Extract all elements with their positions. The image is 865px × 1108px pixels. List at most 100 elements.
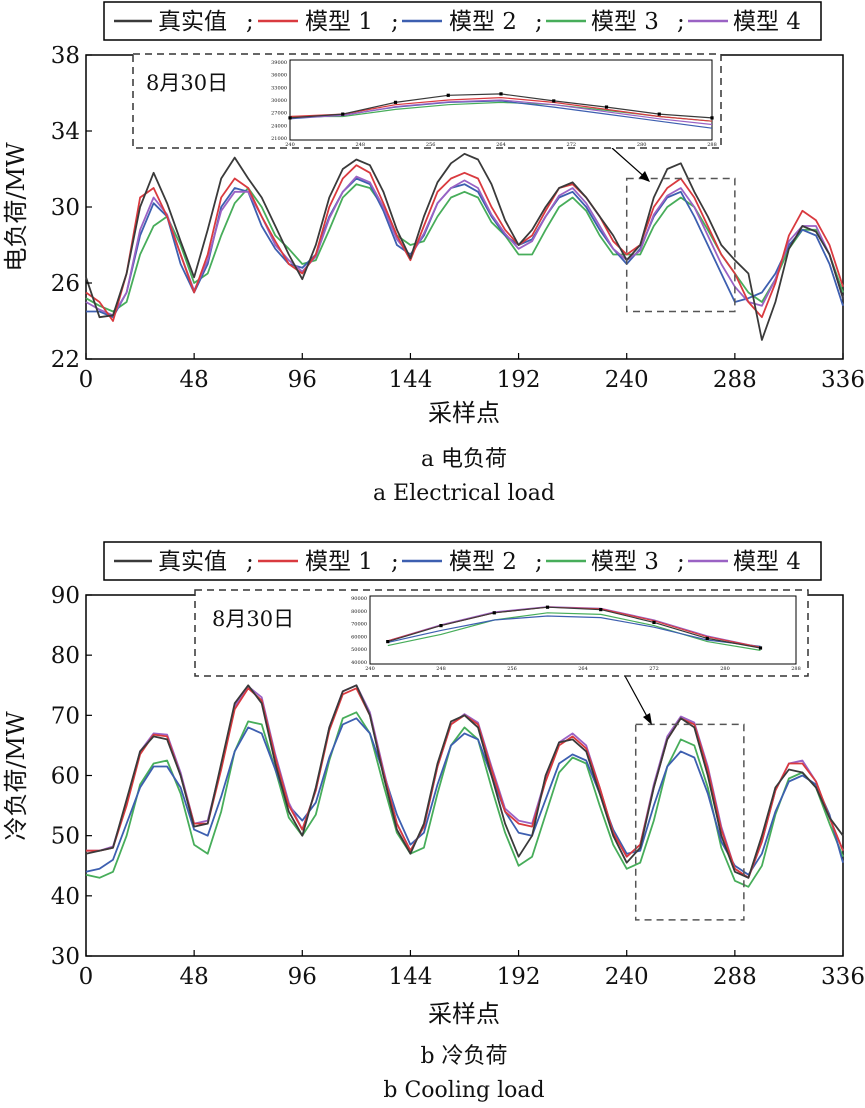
inset-marker-actual bbox=[599, 608, 603, 612]
series-line-model1 bbox=[85, 164, 844, 322]
inset-marker-actual bbox=[288, 116, 292, 120]
y-tick-label: 26 bbox=[51, 271, 80, 297]
inset-x-tick-label: 256 bbox=[426, 142, 436, 148]
x-tick-label: 240 bbox=[605, 964, 649, 990]
inset-ticks-b: 240 248 256 264 272 280 288 90000 80000 70000 6000… bbox=[351, 596, 801, 672]
legend-sep: ; bbox=[535, 549, 543, 575]
inset-marker-actual bbox=[492, 611, 496, 615]
inset-a: 8月30日 240 248 256 264 272 280 288 39000 36000 330… bbox=[132, 53, 722, 149]
zoom-arrow-b bbox=[624, 675, 651, 723]
y-tick-label: 60 bbox=[51, 764, 80, 790]
caption-en-b: b Cooling load bbox=[383, 1078, 544, 1103]
inset-y-tick-label: 30000 bbox=[271, 98, 287, 104]
inset-plot-frame bbox=[369, 595, 797, 665]
inset-y-tick-label: 50000 bbox=[351, 647, 367, 653]
x-tick-label: 144 bbox=[388, 367, 432, 393]
x-tick-label: 96 bbox=[288, 367, 317, 393]
y-tick-label: 34 bbox=[51, 119, 80, 145]
y-tick-label: 50 bbox=[51, 824, 80, 850]
inset-series-a bbox=[288, 92, 714, 129]
inset-x-tick-label: 256 bbox=[507, 666, 517, 672]
inset-marker-actual bbox=[439, 624, 443, 628]
inset-y-tick-label: 21000 bbox=[271, 136, 287, 142]
series-group-a bbox=[85, 152, 844, 341]
inset-series-line-actual bbox=[387, 606, 761, 649]
y-tick-label: 22 bbox=[51, 347, 80, 373]
legend-label-actual: 真实值 bbox=[158, 549, 227, 575]
inset-y-tick-label: 27000 bbox=[271, 111, 287, 117]
inset-x-tick-label: 280 bbox=[720, 666, 730, 672]
x-tick-label: 336 bbox=[821, 964, 865, 990]
caption-en-a: a Electrical load bbox=[373, 481, 555, 506]
inset-y-tick-label: 36000 bbox=[271, 73, 287, 79]
inset-date-label: 8月30日 bbox=[146, 71, 228, 95]
x-tick-label: 48 bbox=[180, 367, 209, 393]
y-axis-title-a: 电负荷/MW bbox=[2, 142, 30, 272]
legend-label-model1: 模型 1 bbox=[305, 9, 373, 35]
legend-label-model2: 模型 2 bbox=[449, 549, 517, 575]
x-tick-label: 96 bbox=[288, 964, 317, 990]
legend-sep: ; bbox=[677, 9, 685, 35]
inset-x-tick-label: 288 bbox=[707, 142, 717, 148]
legend-sep: ; bbox=[246, 9, 254, 35]
inset-series-b bbox=[386, 605, 763, 651]
inset-marker-actual bbox=[705, 636, 709, 640]
inset-x-tick-label: 240 bbox=[285, 142, 295, 148]
inset-x-tick-label: 264 bbox=[496, 142, 506, 148]
inset-date-label: 8月30日 bbox=[212, 607, 294, 631]
inset-marker-actual bbox=[386, 640, 390, 644]
y-tick-label: 70 bbox=[51, 703, 80, 729]
inset-marker-actual bbox=[604, 105, 609, 109]
x-tick-label: 288 bbox=[713, 964, 757, 990]
inset-series-line-model3 bbox=[387, 612, 761, 651]
series-line-model2 bbox=[85, 717, 844, 876]
zoom-arrowhead-b bbox=[643, 713, 652, 725]
series-line-model4 bbox=[85, 175, 844, 317]
inset-marker-actual bbox=[652, 620, 656, 624]
zoom-arrowhead-a bbox=[639, 171, 650, 182]
x-tick-label: 0 bbox=[79, 367, 94, 393]
inset-x-tick-label: 280 bbox=[637, 142, 647, 148]
inset-ticks-a: 240 248 256 264 272 280 288 39000 36000 33000 3000… bbox=[271, 60, 717, 148]
zoom-box-b bbox=[634, 723, 745, 921]
legend-b: 真实值 ; 模型 1 ; 模型 2 ; 模型 3 ; 模型 4 bbox=[103, 541, 822, 581]
inset-x-tick-label: 272 bbox=[649, 666, 659, 672]
legend-a: 真实值 ; 模型 1 ; 模型 2 ; 模型 3 ; 模型 4 bbox=[103, 1, 822, 41]
inset-x-tick-label: 248 bbox=[356, 142, 366, 148]
x-tick-label: 192 bbox=[497, 964, 541, 990]
y-tick-label: 80 bbox=[51, 643, 80, 669]
inset-y-tick-label: 60000 bbox=[351, 634, 367, 640]
legend-sep: ; bbox=[677, 549, 685, 575]
inset-y-tick-label: 40000 bbox=[351, 660, 367, 666]
x-tick-label: 48 bbox=[180, 964, 209, 990]
inset-marker-actual bbox=[499, 92, 503, 96]
inset-b: 8月30日 240 248 256 264 272 280 288 90000 80000 700… bbox=[194, 589, 809, 677]
legend-label-model4: 模型 4 bbox=[733, 549, 801, 575]
inset-x-tick-label: 248 bbox=[436, 666, 446, 672]
x-tick-label: 240 bbox=[605, 367, 649, 393]
series-line-model2 bbox=[86, 177, 844, 319]
y-axis-title-b: 冷负荷/MW bbox=[2, 711, 30, 841]
legend-sep: ; bbox=[391, 9, 399, 35]
y-tick-label: 90 bbox=[51, 583, 80, 609]
y-tick-label: 38 bbox=[51, 43, 80, 69]
series-line-model3 bbox=[85, 711, 844, 888]
inset-y-tick-label: 33000 bbox=[271, 85, 287, 91]
inset-marker-actual bbox=[545, 605, 550, 609]
x-tick-label: 0 bbox=[79, 964, 94, 990]
panel-a: 真实值 ; 模型 1 ; 模型 2 ; 模型 3 ; 模型 4 0 48 96 144… bbox=[2, 1, 865, 506]
y-tick-label: 30 bbox=[51, 195, 80, 221]
zoom-box-a bbox=[625, 177, 736, 313]
x-tick-label: 288 bbox=[713, 367, 757, 393]
inset-marker-actual bbox=[446, 93, 450, 97]
legend-label-actual: 真实值 bbox=[158, 9, 227, 35]
inset-marker-actual bbox=[758, 646, 763, 650]
x-tick-label: 192 bbox=[497, 367, 541, 393]
inset-x-tick-label: 264 bbox=[578, 666, 588, 672]
x-axis-title-b: 采样点 bbox=[428, 1000, 500, 1028]
inset-y-tick-label: 80000 bbox=[351, 609, 367, 615]
inset-y-tick-label: 24000 bbox=[271, 123, 287, 129]
inset-x-tick-label: 240 bbox=[365, 666, 375, 672]
inset-series-line-model2 bbox=[387, 615, 761, 647]
